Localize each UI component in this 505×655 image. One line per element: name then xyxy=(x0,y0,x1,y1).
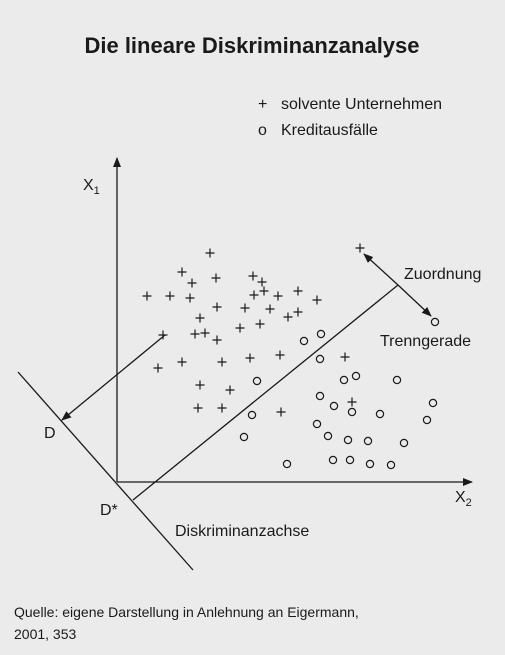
axis-label: X1 xyxy=(83,177,100,197)
plus-marker xyxy=(245,353,255,363)
plus-marker xyxy=(312,295,322,305)
circle-marker xyxy=(329,401,339,411)
circle-marker xyxy=(375,409,385,419)
plus-marker xyxy=(153,363,163,373)
circle-marker xyxy=(399,438,409,448)
plus-marker xyxy=(265,304,275,314)
plus-marker xyxy=(340,352,350,362)
label: Zuordnung xyxy=(404,266,481,283)
circle-marker xyxy=(239,432,249,442)
circle-marker xyxy=(428,398,438,408)
points xyxy=(142,243,440,470)
arrow xyxy=(397,284,432,317)
circle-marker xyxy=(386,460,396,470)
circle-marker xyxy=(363,436,373,446)
plus-marker xyxy=(293,286,303,296)
circle-marker xyxy=(282,459,292,469)
circle-marker xyxy=(312,419,322,429)
legend-label: Kreditausfälle xyxy=(281,122,378,139)
circle-marker xyxy=(315,354,325,364)
separation-line xyxy=(132,284,399,501)
plus-marker xyxy=(255,319,265,329)
plus-marker xyxy=(158,330,168,340)
circle-marker xyxy=(347,407,357,417)
plus-marker xyxy=(259,286,269,296)
circle-marker xyxy=(299,336,309,346)
label: Trenngerade xyxy=(380,333,471,350)
plus-marker xyxy=(187,278,197,288)
circle-marker xyxy=(343,435,353,445)
plus-marker xyxy=(276,407,286,417)
circle-marker xyxy=(252,376,262,386)
source: 2001, 353 xyxy=(14,626,76,642)
circle-marker xyxy=(430,317,440,327)
plus-marker xyxy=(142,291,152,301)
circle-marker xyxy=(351,371,361,381)
plus-marker xyxy=(217,357,227,367)
plus-marker xyxy=(185,293,195,303)
arrow xyxy=(61,334,166,421)
label: D* xyxy=(100,502,118,519)
axis-label: X2 xyxy=(455,489,472,509)
plus-marker xyxy=(193,403,203,413)
legend-symbol: + xyxy=(258,96,267,113)
title: Die lineare Diskriminanzanalyse xyxy=(84,33,419,58)
plus-marker xyxy=(217,403,227,413)
circle-marker xyxy=(392,375,402,385)
plus-marker xyxy=(355,243,365,253)
circle-marker xyxy=(345,455,355,465)
circle-marker xyxy=(365,459,375,469)
plus-marker xyxy=(205,248,215,258)
plus-marker xyxy=(275,350,285,360)
plus-marker xyxy=(225,385,235,395)
plus-marker xyxy=(235,323,245,333)
circle-marker xyxy=(315,391,325,401)
plus-marker xyxy=(195,313,205,323)
plus-marker xyxy=(283,312,293,322)
plus-marker xyxy=(257,277,267,287)
plus-marker xyxy=(177,267,187,277)
source: Quelle: eigene Darstellung in Anlehnung … xyxy=(14,604,359,620)
circle-marker xyxy=(316,329,326,339)
arrow xyxy=(363,253,399,286)
plus-marker xyxy=(177,357,187,367)
plus-marker xyxy=(293,307,303,317)
plus-marker xyxy=(212,335,222,345)
plus-marker xyxy=(249,290,259,300)
plus-marker xyxy=(211,273,221,283)
label: Diskriminanzachse xyxy=(175,523,309,540)
label: D xyxy=(44,425,56,442)
circle-marker xyxy=(422,415,432,425)
plus-marker xyxy=(273,291,283,301)
circle-marker xyxy=(328,455,338,465)
circle-marker xyxy=(339,375,349,385)
circle-marker xyxy=(323,431,333,441)
plus-marker xyxy=(248,271,258,281)
circle-marker xyxy=(247,410,257,420)
legend-symbol: o xyxy=(258,122,267,139)
plus-marker xyxy=(200,328,210,338)
plus-marker xyxy=(240,303,250,313)
plus-marker xyxy=(212,302,222,312)
plus-marker xyxy=(195,380,205,390)
discriminant-axis xyxy=(17,371,194,571)
plus-marker xyxy=(347,397,357,407)
plus-marker xyxy=(165,291,175,301)
plus-marker xyxy=(190,329,200,339)
legend-label: solvente Unternehmen xyxy=(281,96,442,113)
